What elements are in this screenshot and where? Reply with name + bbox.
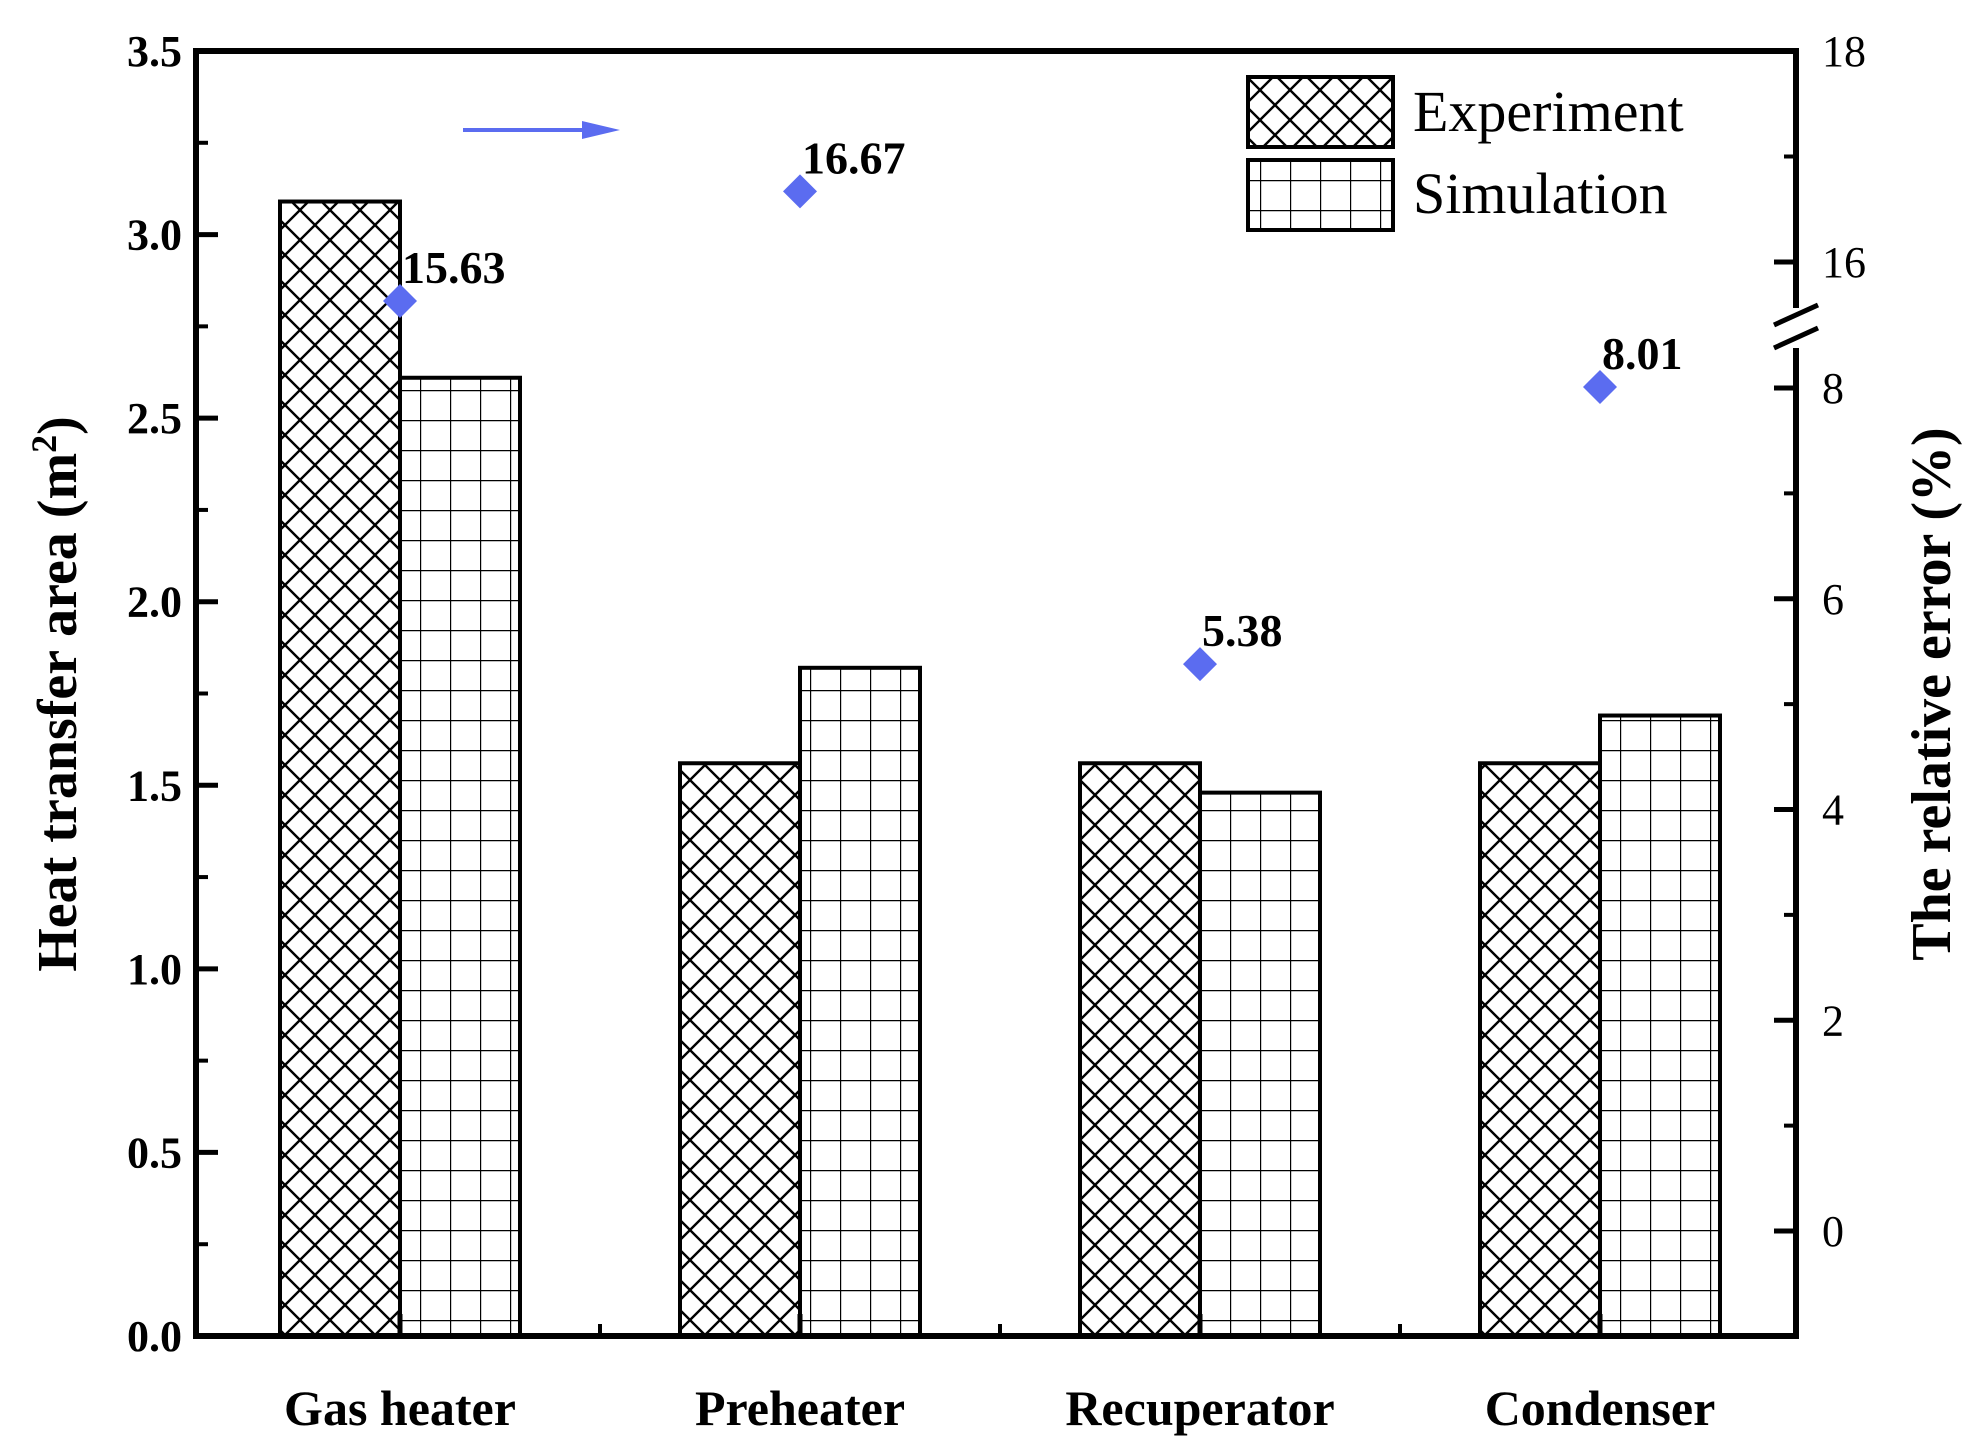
left-tick-label-4: 2.0 <box>127 578 182 627</box>
bar-experiment-0 <box>278 199 402 1338</box>
error-marker-0 <box>383 284 417 319</box>
bar-simulation-2 <box>1198 790 1322 1338</box>
category-label-3: Condenser <box>1485 1380 1716 1436</box>
right-tick-label-up-1: 18 <box>1822 27 1866 76</box>
right-tick-label-low-3: 6 <box>1822 575 1844 624</box>
legend: Experiment Simulation <box>1246 75 1684 232</box>
legend-label-experiment: Experiment <box>1413 79 1684 144</box>
left-tick-label-6: 3.0 <box>127 211 182 260</box>
bar-simulation-3 <box>1598 713 1722 1338</box>
legend-swatch-simulation <box>1246 158 1395 232</box>
error-markers-layer: 15.63 16.67 5.38 8.01 <box>383 132 1683 682</box>
bars-layer <box>278 199 1722 1338</box>
left-tick-label-1: 0.5 <box>127 1128 182 1177</box>
category-label-2: Recuperator <box>1065 1380 1334 1436</box>
right-axis-title: The relative error (%) <box>1901 427 1963 960</box>
right-axis: 0 2 4 6 8 16 18 <box>1772 27 1866 1256</box>
legend-swatch-experiment <box>1246 75 1395 149</box>
right-tick-label-low-2: 4 <box>1822 786 1844 835</box>
bar-simulation-0 <box>398 375 522 1338</box>
left-tick-label-0: 0.0 <box>127 1312 182 1361</box>
right-arrow-icon <box>463 121 620 139</box>
left-tick-label-5: 2.5 <box>127 394 182 443</box>
bar-experiment-3 <box>1478 761 1602 1338</box>
category-label-1: Preheater <box>695 1380 905 1436</box>
category-label-0: Gas heater <box>284 1380 516 1436</box>
left-axis: 0.0 0.5 1.0 1.5 2.0 2.5 3.0 3.5 <box>127 27 218 1361</box>
right-tick-label-low-0: 0 <box>1822 1207 1844 1256</box>
axis-break-mark-upper <box>1772 302 1820 328</box>
error-marker-2 <box>1183 647 1217 682</box>
left-tick-label-2: 1.0 <box>127 945 182 994</box>
right-tick-label-low-4: 8 <box>1822 364 1844 413</box>
legend-label-simulation: Simulation <box>1413 161 1668 226</box>
left-tick-label-7: 3.5 <box>127 27 182 76</box>
axis-break-mark-lower <box>1772 325 1820 351</box>
x-axis: Gas heater Preheater Recuperator Condenser <box>284 1314 1715 1436</box>
bar-experiment-1 <box>678 761 802 1338</box>
error-marker-1 <box>783 174 817 209</box>
error-label-1: 16.67 <box>802 132 906 183</box>
right-tick-label-low-1: 2 <box>1822 996 1844 1045</box>
error-label-3: 8.01 <box>1602 328 1683 379</box>
left-axis-title: Heat transfer area (m2) <box>24 416 89 972</box>
left-tick-label-3: 1.5 <box>127 761 182 810</box>
bar-simulation-1 <box>798 665 922 1338</box>
bar-experiment-2 <box>1078 761 1202 1338</box>
error-label-0: 15.63 <box>402 242 506 293</box>
error-marker-3 <box>1583 369 1617 404</box>
error-label-2: 5.38 <box>1202 605 1283 656</box>
right-tick-label-up-0: 16 <box>1822 238 1866 287</box>
